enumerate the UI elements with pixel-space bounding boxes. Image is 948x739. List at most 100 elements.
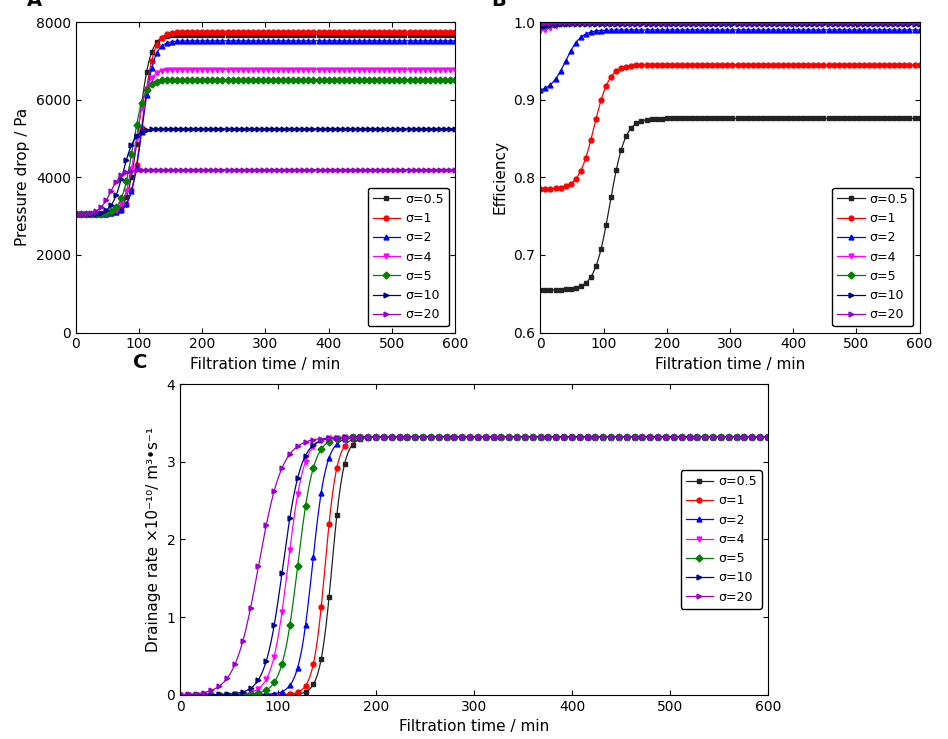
- σ=20: [141, 166, 153, 174]
- Legend: σ=0.5, σ=1, σ=2, σ=4, σ=5, σ=10, σ=20: σ=0.5, σ=1, σ=2, σ=4, σ=5, σ=10, σ=20: [832, 188, 913, 327]
- σ=5: [744, 432, 756, 441]
- σ=2: [644, 432, 655, 441]
- σ=5: [70, 210, 82, 219]
- σ=1: [284, 689, 296, 698]
- σ=20: [643, 433, 654, 442]
- σ=1: [174, 690, 186, 699]
- σ=10: [195, 124, 207, 133]
- Line: σ=5: σ=5: [538, 20, 922, 28]
- σ=4: [141, 84, 153, 93]
- σ=10: [837, 19, 848, 28]
- σ=1: [425, 27, 436, 36]
- σ=10: [535, 23, 546, 32]
- σ=0.5: [558, 285, 570, 294]
- Line: σ=1: σ=1: [177, 435, 771, 697]
- Line: σ=20: σ=20: [177, 435, 771, 697]
- Line: σ=5: σ=5: [177, 435, 771, 697]
- Line: σ=2: σ=2: [177, 435, 771, 697]
- σ=0.5: [535, 285, 546, 294]
- σ=10: [70, 210, 82, 219]
- σ=10: [141, 126, 153, 134]
- σ=4: [373, 65, 384, 74]
- σ=5: [535, 21, 546, 30]
- σ=0.5: [342, 30, 354, 39]
- σ=10: [602, 432, 613, 441]
- Line: σ=4: σ=4: [538, 20, 922, 34]
- Text: C: C: [133, 353, 148, 372]
- σ=2: [558, 59, 570, 68]
- σ=4: [837, 18, 848, 27]
- σ=2: [94, 210, 105, 219]
- σ=10: [284, 514, 296, 522]
- Y-axis label: Pressure drop / Pa: Pressure drop / Pa: [15, 108, 30, 247]
- σ=2: [425, 36, 436, 45]
- σ=1: [914, 61, 925, 69]
- σ=20: [70, 210, 82, 219]
- σ=20: [94, 204, 105, 213]
- σ=10: [174, 690, 186, 699]
- σ=5: [174, 690, 186, 699]
- Y-axis label: Efficiency: Efficiency: [493, 140, 508, 214]
- σ=10: [644, 432, 655, 441]
- σ=2: [824, 25, 835, 34]
- Line: σ=10: σ=10: [177, 435, 771, 697]
- σ=20: [195, 166, 207, 174]
- σ=1: [902, 61, 914, 69]
- σ=10: [449, 124, 461, 133]
- σ=20: [449, 165, 461, 174]
- σ=4: [438, 65, 449, 74]
- σ=4: [70, 210, 82, 219]
- X-axis label: Filtration time / min: Filtration time / min: [399, 719, 549, 734]
- σ=2: [837, 25, 848, 34]
- σ=1: [195, 27, 207, 36]
- σ=5: [195, 75, 207, 84]
- σ=0.5: [762, 432, 774, 441]
- X-axis label: Filtration time / min: Filtration time / min: [191, 357, 340, 372]
- σ=1: [536, 432, 547, 441]
- σ=1: [859, 61, 870, 69]
- Legend: σ=0.5, σ=1, σ=2, σ=4, σ=5, σ=10, σ=20: σ=0.5, σ=1, σ=2, σ=4, σ=5, σ=10, σ=20: [368, 188, 448, 327]
- σ=10: [914, 19, 925, 28]
- σ=5: [373, 75, 384, 84]
- σ=1: [724, 432, 736, 441]
- σ=5: [449, 75, 461, 84]
- σ=4: [174, 690, 186, 699]
- σ=5: [762, 432, 774, 441]
- σ=10: [438, 124, 449, 133]
- σ=1: [94, 210, 105, 219]
- σ=2: [724, 432, 736, 441]
- σ=0.5: [174, 690, 186, 699]
- σ=5: [141, 86, 153, 95]
- σ=0.5: [724, 432, 736, 441]
- σ=0.5: [883, 114, 894, 123]
- σ=10: [369, 432, 380, 441]
- σ=20: [558, 18, 570, 27]
- σ=2: [369, 432, 380, 441]
- σ=5: [837, 18, 848, 27]
- σ=0.5: [141, 68, 153, 77]
- σ=4: [558, 19, 570, 28]
- σ=5: [902, 18, 914, 27]
- σ=4: [762, 432, 774, 441]
- σ=20: [174, 690, 186, 699]
- σ=1: [346, 27, 357, 36]
- σ=10: [211, 690, 223, 699]
- σ=10: [558, 20, 570, 29]
- σ=20: [425, 165, 436, 174]
- σ=1: [70, 210, 82, 219]
- σ=5: [644, 432, 655, 441]
- σ=4: [902, 18, 914, 27]
- σ=20: [373, 165, 384, 174]
- σ=1: [141, 85, 153, 94]
- Line: σ=2: σ=2: [538, 27, 922, 92]
- σ=2: [744, 432, 756, 441]
- σ=1: [373, 27, 384, 36]
- σ=20: [744, 433, 756, 442]
- σ=20: [914, 18, 925, 27]
- σ=2: [70, 210, 82, 219]
- Line: σ=10: σ=10: [538, 21, 922, 30]
- σ=0.5: [889, 114, 901, 123]
- σ=1: [762, 432, 774, 441]
- σ=0.5: [438, 30, 449, 39]
- Line: σ=20: σ=20: [73, 167, 458, 217]
